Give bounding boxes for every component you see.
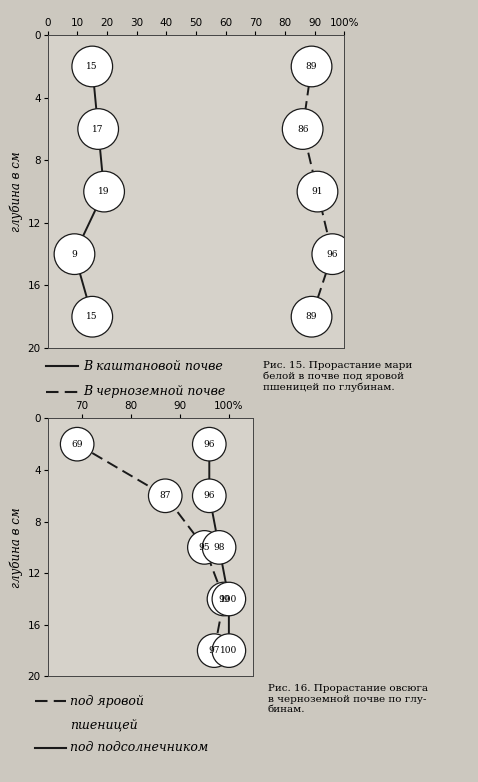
Text: 19: 19 bbox=[98, 187, 110, 196]
Text: 9: 9 bbox=[72, 249, 77, 259]
Ellipse shape bbox=[193, 428, 226, 461]
Ellipse shape bbox=[149, 479, 182, 512]
Text: 69: 69 bbox=[71, 439, 83, 449]
Text: В каштановой почве: В каштановой почве bbox=[83, 360, 223, 373]
Text: под подсолнечником: под подсолнечником bbox=[70, 741, 208, 755]
Ellipse shape bbox=[188, 531, 221, 564]
Ellipse shape bbox=[72, 296, 113, 337]
Ellipse shape bbox=[60, 428, 94, 461]
Text: 87: 87 bbox=[160, 491, 171, 500]
Ellipse shape bbox=[54, 234, 95, 274]
Y-axis label: глубина в см: глубина в см bbox=[10, 151, 23, 232]
Text: 98: 98 bbox=[213, 543, 225, 552]
Text: 96: 96 bbox=[204, 491, 215, 500]
Ellipse shape bbox=[291, 46, 332, 87]
Text: 15: 15 bbox=[87, 312, 98, 321]
Ellipse shape bbox=[312, 234, 353, 274]
Text: 96: 96 bbox=[204, 439, 215, 449]
Ellipse shape bbox=[72, 46, 113, 87]
Text: 89: 89 bbox=[306, 62, 317, 71]
Text: 91: 91 bbox=[312, 187, 323, 196]
Text: Рис. 16. Прорастание овсюга
в черноземной почве по глу-
бинам.: Рис. 16. Прорастание овсюга в черноземно… bbox=[268, 684, 428, 714]
Ellipse shape bbox=[212, 583, 246, 615]
Ellipse shape bbox=[197, 634, 231, 667]
Ellipse shape bbox=[207, 583, 241, 615]
Text: под яровой: под яровой bbox=[70, 695, 144, 708]
Text: 100: 100 bbox=[220, 646, 238, 655]
Text: 17: 17 bbox=[92, 124, 104, 134]
Ellipse shape bbox=[193, 479, 226, 512]
Text: 15: 15 bbox=[87, 62, 98, 71]
Ellipse shape bbox=[78, 109, 119, 149]
Ellipse shape bbox=[202, 531, 236, 564]
Text: Рис. 15. Прорастание мари
белой в почве под яровой
пшеницей по глубинам.: Рис. 15. Прорастание мари белой в почве … bbox=[263, 361, 412, 393]
Y-axis label: глубина в см: глубина в см bbox=[10, 507, 23, 588]
Ellipse shape bbox=[84, 171, 124, 212]
Text: 95: 95 bbox=[198, 543, 210, 552]
Text: 99: 99 bbox=[218, 594, 230, 604]
Text: 86: 86 bbox=[297, 124, 308, 134]
Text: 100: 100 bbox=[220, 594, 238, 604]
Text: В черноземной почве: В черноземной почве bbox=[83, 385, 225, 398]
Ellipse shape bbox=[291, 296, 332, 337]
Text: 97: 97 bbox=[208, 646, 220, 655]
Text: пшеницей: пшеницей bbox=[70, 718, 137, 731]
Ellipse shape bbox=[212, 634, 246, 667]
Text: 89: 89 bbox=[306, 312, 317, 321]
Ellipse shape bbox=[282, 109, 323, 149]
Ellipse shape bbox=[297, 171, 338, 212]
Text: 96: 96 bbox=[326, 249, 338, 259]
